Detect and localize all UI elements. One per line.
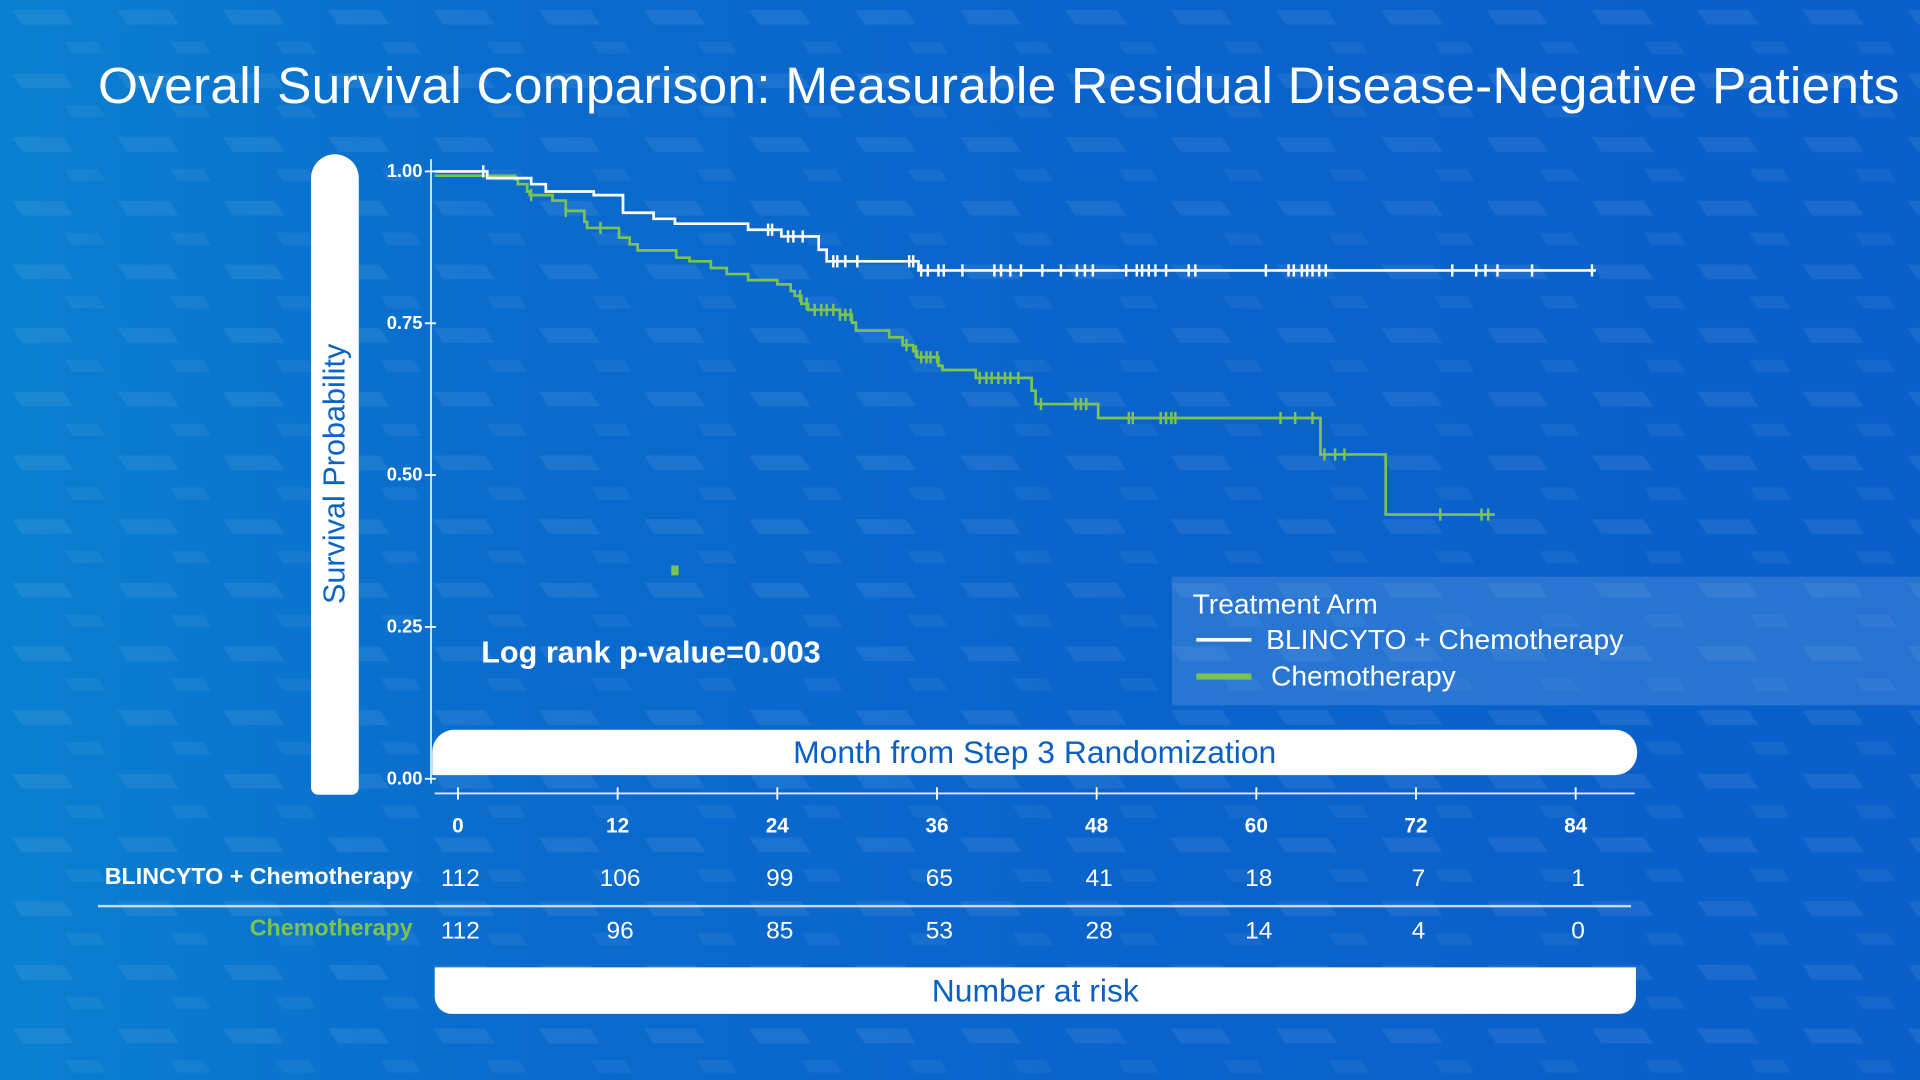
y-tick-label: 0.00 <box>386 768 423 790</box>
legend-item-chemotherapy: Chemotherapy <box>1196 660 1456 693</box>
risk-table-cell: 106 <box>599 865 641 893</box>
risk-table-cell: 65 <box>925 865 954 893</box>
x-tick-label: 72 <box>1404 814 1428 838</box>
x-tick-label: 48 <box>1085 814 1109 838</box>
x-tick-label: 24 <box>765 814 789 838</box>
legend-item-blincyto: BLINCYTO + Chemotherapy <box>1196 623 1623 656</box>
legend-label: Chemotherapy <box>1271 660 1456 692</box>
risk-table-cell: 4 <box>1411 917 1426 945</box>
risk-table-cell: 0 <box>1571 917 1585 945</box>
km-curve-chemotherapy <box>434 174 1495 516</box>
x-tick-label: 12 <box>606 814 630 838</box>
y-tick-label: 0.25 <box>386 616 423 638</box>
isolated-marker <box>671 565 679 576</box>
log-rank-annotation: Log rank p-value=0.003 <box>481 635 821 670</box>
y-tick-label: 1.00 <box>386 161 423 182</box>
x-axis-label-pill: Month from Step 3 Randomization <box>432 729 1638 776</box>
risk-table-cell: 18 <box>1245 865 1273 893</box>
y-tick-label: 0.50 <box>386 464 423 486</box>
risk-table-cell: 7 <box>1411 865 1426 893</box>
y-axis-label-pill <box>311 154 359 795</box>
legend: Treatment Arm BLINCYTO + Chemotherapy Ch… <box>1171 576 1920 706</box>
x-tick-label: 84 <box>1564 814 1588 838</box>
risk-row-label-blincyto: BLINCYTO + Chemotherapy <box>104 864 413 891</box>
risk-table-cell: 112 <box>440 917 480 945</box>
risk-table-divider <box>97 904 1632 908</box>
risk-row-label-chemotherapy: Chemotherapy <box>249 915 413 942</box>
km-curve-blincyto <box>434 170 1596 272</box>
chart-title: Overall Survival Comparison: Measurable … <box>97 56 1900 114</box>
risk-table-title-pill: Number at risk <box>434 967 1636 1014</box>
x-axis-label: Month from Step 3 Randomization <box>793 733 1277 771</box>
y-tick-label: 0.75 <box>386 312 423 334</box>
risk-table-cell: 96 <box>606 917 634 945</box>
risk-table-cell: 28 <box>1085 917 1113 945</box>
risk-table-cell: 112 <box>440 865 480 893</box>
legend-swatch-white <box>1196 637 1252 642</box>
legend-title: Treatment Arm <box>1192 587 1378 620</box>
risk-table-cell: 1 <box>1571 865 1585 893</box>
x-tick-label: 0 <box>452 814 464 838</box>
risk-table-title: Number at risk <box>931 971 1139 1009</box>
x-tick-label: 60 <box>1244 814 1268 838</box>
risk-table-cell: 53 <box>925 917 954 945</box>
legend-swatch-green <box>1196 673 1252 680</box>
x-tick-label: 36 <box>925 814 949 838</box>
risk-table-cell: 14 <box>1245 917 1273 945</box>
risk-table-cell: 85 <box>766 917 794 945</box>
risk-table-cell: 41 <box>1085 865 1113 893</box>
legend-label: BLINCYTO + Chemotherapy <box>1266 623 1624 656</box>
risk-table-cell: 99 <box>766 865 794 893</box>
